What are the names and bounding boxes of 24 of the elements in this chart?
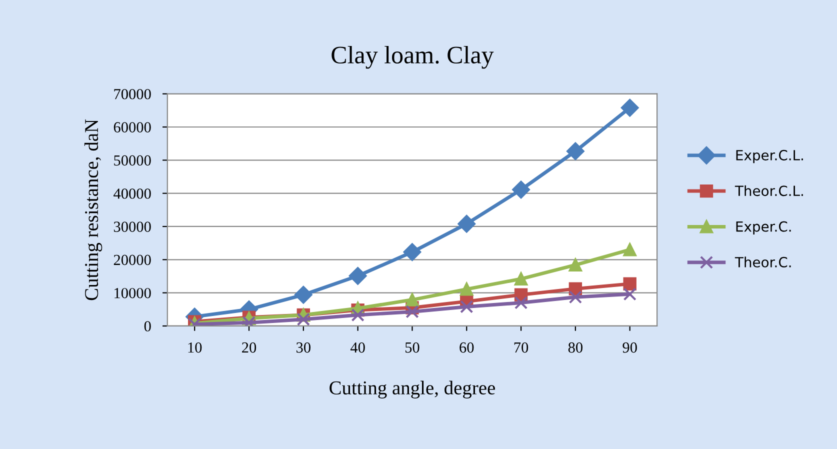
y-tick-label: 30000 xyxy=(114,222,151,232)
chart-title: Clay loam. Clay xyxy=(332,46,494,69)
x-tick-label: 40 xyxy=(350,342,365,353)
y-tick-label: 20000 xyxy=(114,254,151,266)
legend-label: Theor.C.L. xyxy=(734,185,803,196)
x-tick-label: 10 xyxy=(188,342,202,353)
x-tick-label: 90 xyxy=(622,342,637,353)
x-tick-label: 60 xyxy=(460,342,474,353)
y-tick-label: 70000 xyxy=(114,88,151,100)
legend-label: Theor.C. xyxy=(734,256,791,268)
x-axis-title: Cutting angle, degree xyxy=(330,380,495,398)
x-tick-label: 70 xyxy=(514,342,528,353)
x-tick-label: 80 xyxy=(568,342,582,353)
x-tick-label: 20 xyxy=(242,342,256,353)
y-axis-title: Cutting resistance, daN xyxy=(84,119,102,300)
y-tick-label: 10000 xyxy=(114,288,151,298)
legend-label: Exper.C. xyxy=(736,221,791,234)
legend-label: Exper.C.L. xyxy=(736,150,803,164)
y-tick-label: 60000 xyxy=(114,122,151,132)
y-tick-label: 0 xyxy=(144,321,151,332)
y-tick-label: 40000 xyxy=(114,188,151,199)
x-tick-label: 50 xyxy=(405,342,420,353)
x-tick-label: 30 xyxy=(296,342,310,353)
y-tick-label: 50000 xyxy=(114,155,151,166)
